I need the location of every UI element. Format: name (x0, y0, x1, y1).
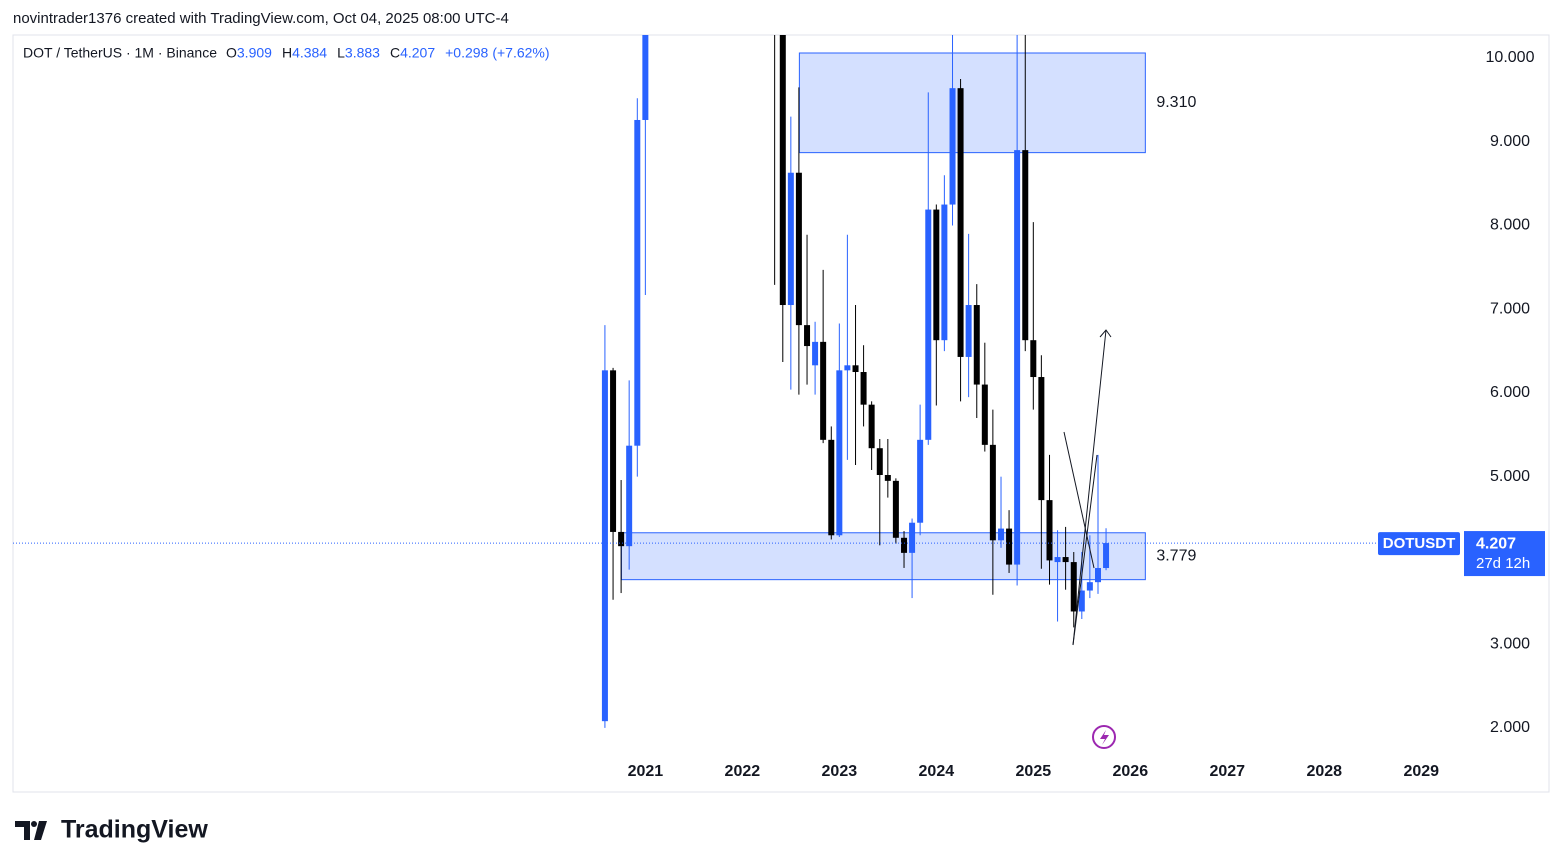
candle-body (989, 444, 996, 541)
y-tick-label: 8.000 (1490, 217, 1530, 234)
candle-body (981, 384, 988, 445)
candle-body (1046, 500, 1053, 561)
legend-value: 4.384 (292, 45, 327, 61)
candle-body (601, 370, 608, 722)
candle-body (965, 305, 972, 357)
candle-body (998, 528, 1005, 541)
x-tick-label: 2027 (1209, 763, 1245, 780)
candle-body (933, 209, 940, 341)
legend-key: L (337, 45, 345, 61)
y-tick-label: 6.000 (1490, 384, 1530, 401)
candle-body (1103, 543, 1110, 569)
trend-line (1063, 431, 1095, 569)
drawings (1063, 329, 1112, 646)
legend-key: C (390, 45, 400, 61)
candle-body (820, 341, 827, 440)
plot-area (601, 0, 1146, 728)
y-tick-label: 9.000 (1490, 133, 1530, 150)
candle-body (876, 448, 883, 475)
arrow-head (1099, 329, 1112, 338)
candle-body (1095, 568, 1102, 583)
y-tick-label: 3.000 (1490, 635, 1530, 652)
candle-body (804, 325, 811, 347)
y-tick-label: 10.000 (1486, 49, 1535, 66)
x-tick-label: 2023 (822, 763, 858, 780)
x-tick-label: 2024 (919, 763, 955, 780)
candle-body (779, 35, 786, 306)
candle-body (828, 439, 835, 536)
zone (620, 532, 1146, 581)
trend-line (1072, 454, 1098, 646)
candle-body (925, 209, 932, 440)
trend-arrow (1072, 329, 1107, 646)
candle-body (860, 372, 867, 405)
candle-body (909, 522, 916, 553)
candle-body (1030, 340, 1037, 378)
candle-body (1006, 528, 1013, 565)
candle-body (884, 474, 891, 481)
legend-value: 3.883 (345, 45, 380, 61)
legend-key: O (226, 45, 237, 61)
candle-body (949, 88, 956, 205)
candle-body (852, 365, 859, 373)
candle-body (1014, 150, 1021, 565)
candle-body (868, 404, 875, 449)
zone-label: 9.310 (1156, 94, 1196, 111)
candle-body (836, 370, 843, 536)
candle-body (892, 480, 899, 538)
y-tick-label: 5.000 (1490, 468, 1530, 485)
legend-change: +0.298 (445, 45, 488, 61)
candle-body (1078, 590, 1085, 612)
symbol-tag-text: DOTUSDT (1383, 535, 1456, 552)
price-tag-value: 4.207 (1476, 535, 1516, 552)
x-tick-label: 2021 (628, 763, 664, 780)
candle-body (957, 88, 964, 357)
footer-logo: TradingView (61, 816, 208, 844)
candle-body (812, 341, 819, 366)
candle-body (1086, 582, 1093, 591)
candle-body (941, 204, 948, 341)
zone (798, 52, 1146, 154)
lightning-icon (1092, 725, 1116, 749)
x-tick-label: 2025 (1016, 763, 1052, 780)
credit: novintrader1376 created with TradingView… (13, 10, 509, 27)
price-tag-countdown: 27d 12h (1476, 555, 1530, 572)
x-tick-label: 2028 (1306, 763, 1342, 780)
candle-body (917, 439, 924, 523)
candle-body (1062, 557, 1069, 563)
price-tag (1464, 531, 1545, 577)
candle-body (787, 172, 794, 306)
y-tick-label: 7.000 (1490, 300, 1530, 317)
candle-body (901, 537, 908, 553)
x-tick-label: 2022 (725, 763, 761, 780)
legend-change-pct: (+7.62%) (492, 45, 549, 61)
candle-body (1070, 562, 1077, 612)
candle-body (1054, 557, 1061, 563)
candle-body (844, 365, 851, 371)
candle-body (772, 0, 778, 33)
y-tick-label: 2.000 (1490, 719, 1530, 736)
x-tick-label: 2026 (1113, 763, 1149, 780)
legend-key: H (282, 45, 292, 61)
x-tick-label: 2029 (1403, 763, 1439, 780)
candle-body (626, 445, 633, 547)
candle-body (973, 305, 980, 385)
candle-body (634, 119, 641, 446)
legend-value: 3.909 (237, 45, 272, 61)
logo: TradingView (15, 816, 208, 844)
candle-body (618, 531, 625, 547)
legend-value: 4.207 (400, 45, 435, 61)
candle-body (795, 172, 802, 326)
zone-label: 3.779 (1156, 547, 1196, 564)
candle-body (1022, 150, 1029, 341)
symbol-tag (1378, 532, 1460, 556)
candle-body (642, 35, 649, 120)
candle-body (610, 370, 617, 532)
legend-title: DOT / TetherUS · 1M · Binance (23, 45, 217, 61)
candle-body (1038, 377, 1045, 501)
